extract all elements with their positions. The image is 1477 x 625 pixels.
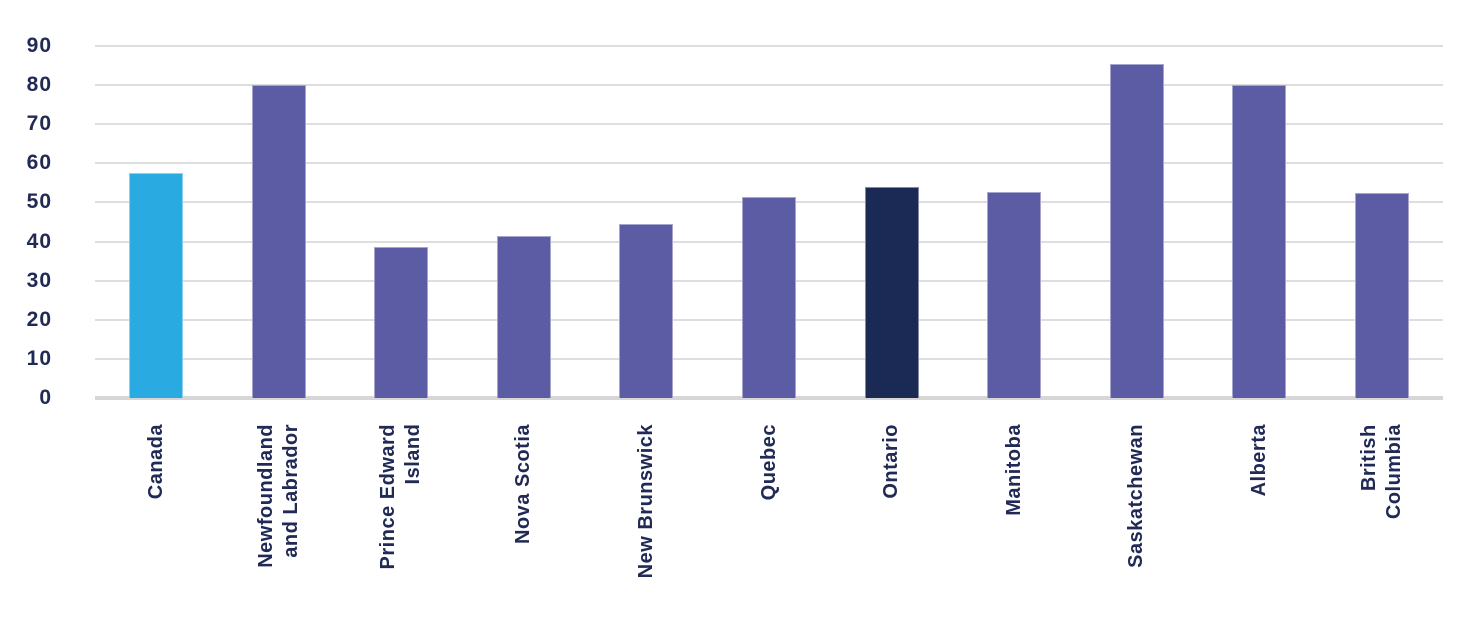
bar-alberta [1232,85,1287,398]
bar-slot-manitoba [953,46,1076,398]
bar-slot-british-columbia [1320,46,1443,398]
x-label-ontario: Ontario [880,424,903,499]
bar-manitoba [987,191,1042,398]
bar-prince-edward-island [374,246,429,398]
y-tick-label-0: 0 [39,386,52,409]
x-label-new-brunswick: New Brunswick [634,424,657,579]
plot-area [95,45,1443,400]
bar-slot-ontario [830,46,953,398]
bar-saskatchewan [1109,64,1164,398]
x-axis-line [95,396,1443,400]
y-tick-label-70: 70 [26,112,52,136]
y-tick-label-30: 30 [26,268,52,292]
x-label-prince-edward-island: Prince Edward Island [377,424,425,570]
y-tick-label-60: 60 [26,151,52,175]
bar-slot-prince-edward-island [340,46,463,398]
bar-slot-canada [95,46,218,398]
x-label-canada: Canada [144,424,167,500]
x-label-cell-saskatchewan: Saskatchewan [1075,424,1198,619]
y-tick-label-40: 40 [26,229,52,253]
gridline-80 [95,84,1443,87]
x-label-saskatchewan: Saskatchewan [1125,424,1148,568]
y-tick-label-90: 90 [26,34,52,57]
gridline-90 [95,45,1443,47]
x-label-cell-alberta: Alberta [1198,424,1321,619]
x-label-cell-nova-scotia: Nova Scotia [463,424,586,619]
gridline-70 [95,123,1443,126]
bar-slot-new-brunswick [585,46,708,398]
bar-british-columbia [1354,193,1409,398]
x-label-quebec: Quebec [757,424,780,501]
x-label-nova-scotia: Nova Scotia [512,424,535,544]
x-label-newfoundland-and-labrador: Newfoundland and Labrador [254,424,302,568]
y-tick-label-10: 10 [26,346,52,370]
x-label-cell-prince-edward-island: Prince Edward Island [340,424,463,619]
bar-new-brunswick [619,223,674,398]
bar-ontario [864,186,919,398]
bars-container [95,46,1443,398]
bar-slot-quebec [708,46,831,398]
bar-quebec [742,196,796,398]
x-label-british-columbia: British Columbia [1357,424,1405,520]
bar-slot-nova-scotia [463,46,586,398]
bar-slot-saskatchewan [1075,46,1198,398]
x-axis-labels: Canada Newfoundland and Labrador Prince Ed… [95,424,1443,619]
y-tick-label-50: 50 [26,190,52,214]
bar-slot-alberta [1198,46,1321,398]
x-label-cell-canada: Canada [95,424,218,619]
x-label-cell-manitoba: Manitoba [953,424,1076,619]
y-axis: 0 10 20 30 40 50 60 70 80 90 [0,0,60,420]
x-label-cell-ontario: Ontario [830,424,953,619]
x-label-cell-quebec: Quebec [708,424,831,619]
bar-slot-newfoundland-and-labrador [218,46,341,398]
bar-nova-scotia [496,236,551,398]
x-label-manitoba: Manitoba [1002,424,1025,516]
bar-canada [129,173,184,398]
x-label-cell-newfoundland-and-labrador: Newfoundland and Labrador [218,424,341,619]
gridline-60 [95,162,1443,165]
x-label-alberta: Alberta [1247,424,1270,497]
x-label-cell-british-columbia: British Columbia [1320,424,1443,619]
x-label-cell-new-brunswick: New Brunswick [585,424,708,619]
y-tick-label-80: 80 [26,73,52,97]
y-tick-label-20: 20 [26,307,52,331]
bar-newfoundland-and-labrador [251,85,306,398]
